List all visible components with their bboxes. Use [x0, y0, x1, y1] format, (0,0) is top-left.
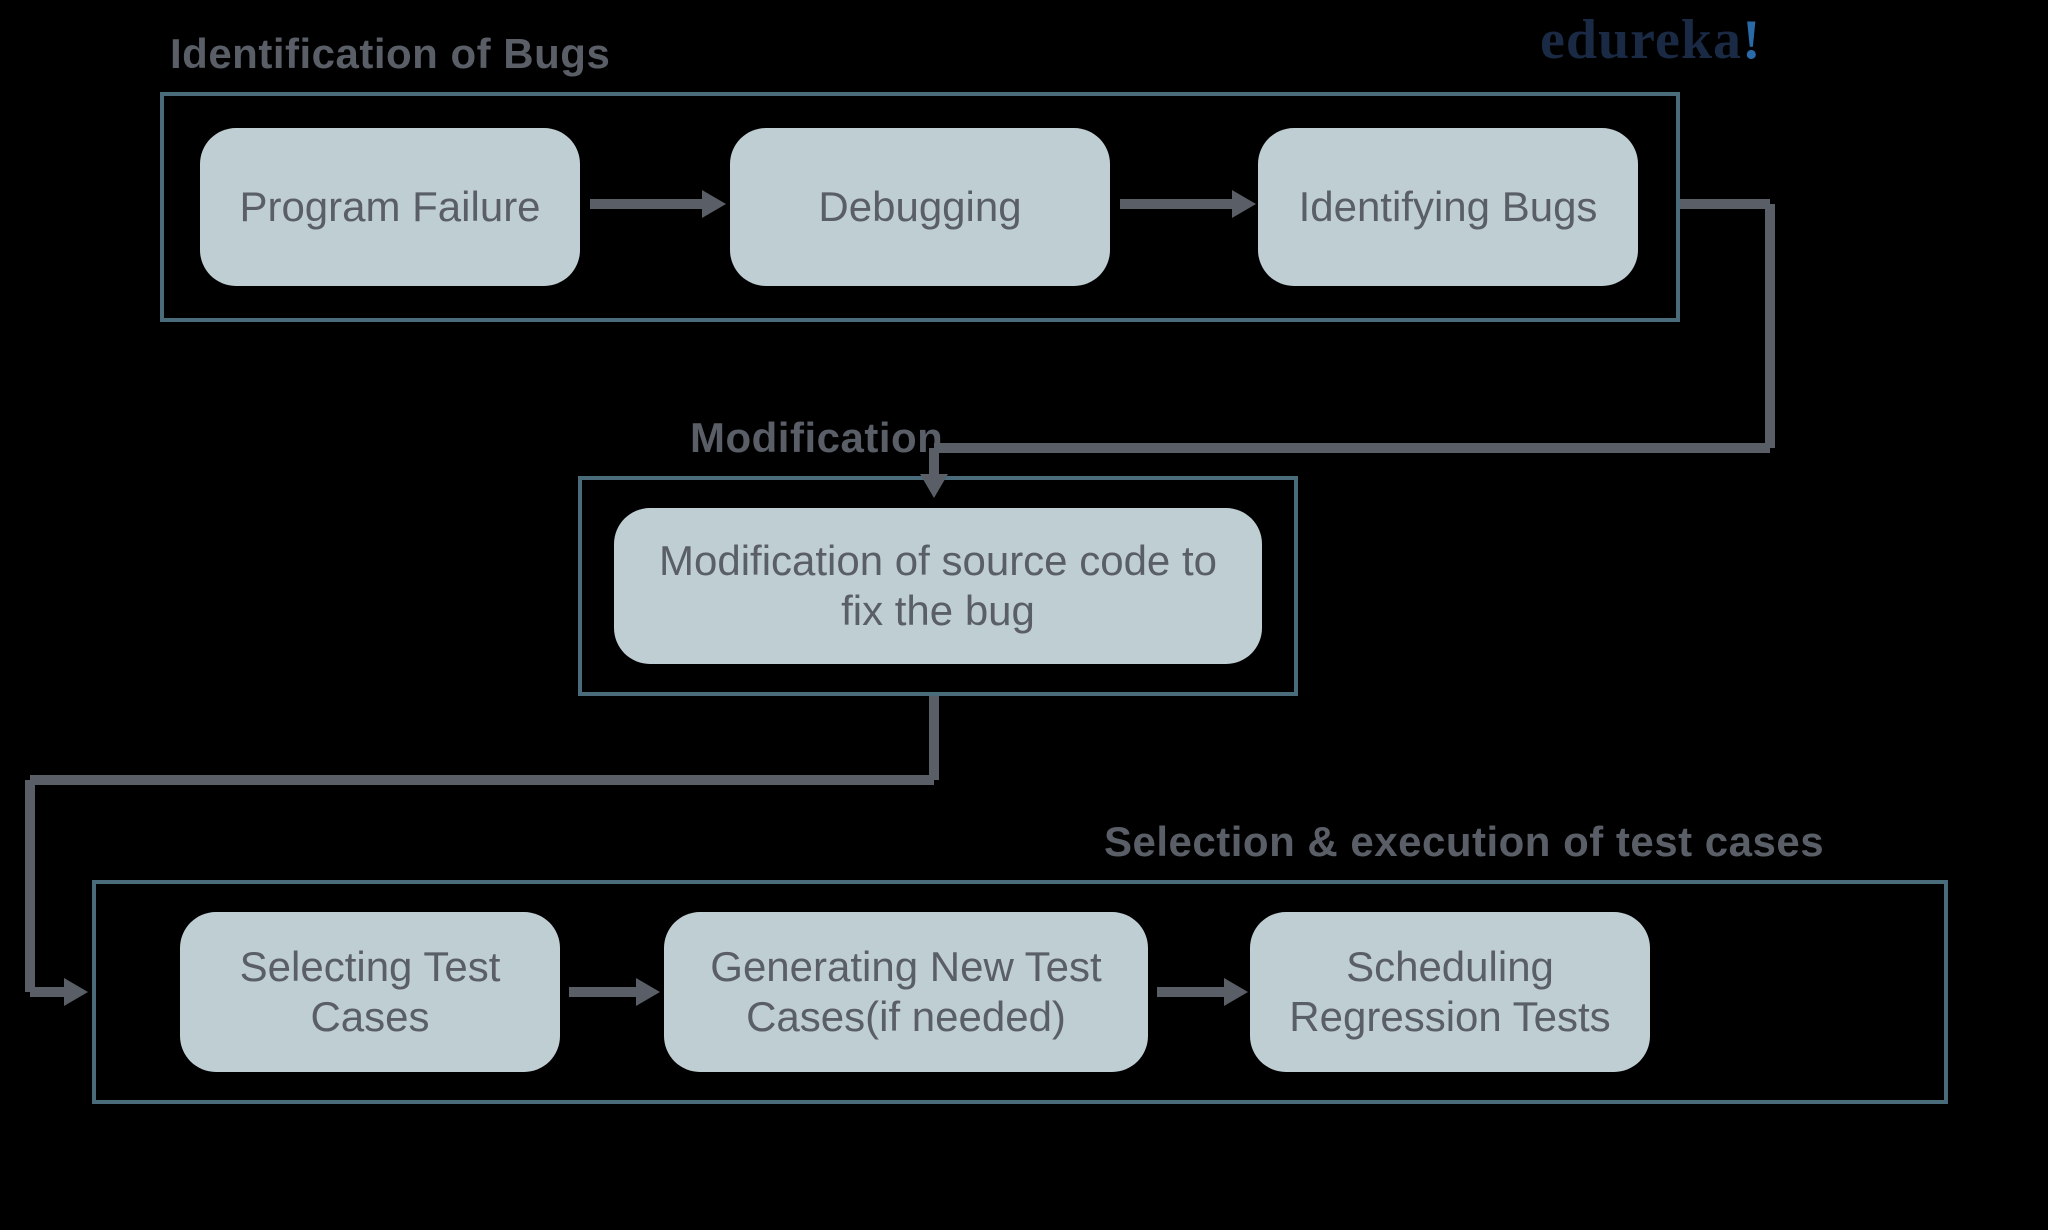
node-scheduling-tests: Scheduling Regression Tests — [1250, 912, 1650, 1072]
logo-text-blue: ! — [1742, 9, 1762, 71]
node-program-failure: Program Failure — [200, 128, 580, 286]
node-identifying-bugs: Identifying Bugs — [1258, 128, 1638, 286]
section-label-modification: Modification — [690, 414, 943, 462]
node-debugging: Debugging — [730, 128, 1110, 286]
node-generating-tests: Generating New Test Cases(if needed) — [664, 912, 1148, 1072]
section-label-identification: Identification of Bugs — [170, 30, 610, 78]
node-selecting-tests: Selecting Test Cases — [180, 912, 560, 1072]
logo-text-dark: edureka — [1540, 9, 1742, 71]
diagram-canvas: edureka! Identification of Bugs Modifica… — [0, 0, 2048, 1230]
edureka-logo: edureka! — [1540, 8, 1762, 72]
node-modification: Modification of source code to fix the b… — [614, 508, 1262, 664]
section-label-selection: Selection & execution of test cases — [1104, 818, 1824, 866]
